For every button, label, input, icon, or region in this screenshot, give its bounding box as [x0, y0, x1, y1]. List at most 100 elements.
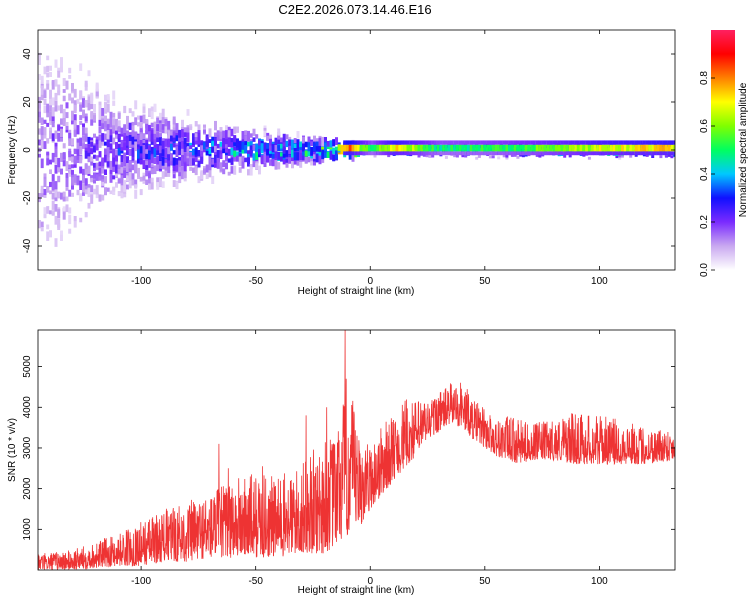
heatmap-cell — [150, 146, 154, 154]
heatmap-cell — [73, 220, 77, 228]
heatmap-cell — [222, 139, 226, 149]
heatmap-cell — [439, 140, 443, 145]
heatmap-cell — [153, 157, 157, 164]
heatmap-cell — [450, 144, 454, 152]
heatmap-cell — [552, 151, 556, 156]
heatmap-cell — [153, 121, 157, 130]
heatmap-cell — [175, 158, 179, 165]
heatmap-cell — [95, 91, 99, 97]
heatmap-cell — [131, 125, 135, 131]
heatmap-cell — [161, 156, 165, 166]
heatmap-cell — [82, 142, 85, 149]
heatmap-cell — [310, 157, 314, 166]
heatmap-cell — [68, 172, 72, 177]
heatmap-cell — [598, 140, 602, 145]
heatmap-cell — [214, 159, 217, 168]
heatmap-cell — [98, 194, 102, 202]
heatmap-cell — [54, 100, 58, 109]
heatmap-cell — [156, 144, 160, 152]
heatmap-cell — [521, 151, 525, 156]
heatmap-cell — [453, 151, 457, 156]
heatmap-cell — [288, 157, 292, 164]
heatmap-cell — [87, 165, 91, 174]
heatmap-cell — [291, 159, 294, 169]
heatmap-cell — [148, 124, 151, 132]
heatmap-cell — [524, 144, 528, 152]
heatmap-cell — [79, 63, 83, 71]
heatmap-cell — [148, 159, 151, 168]
heatmap-cell — [71, 174, 74, 180]
heatmap-cell — [76, 157, 80, 163]
heatmap-cell — [541, 144, 545, 152]
heatmap-cell — [175, 164, 179, 172]
snr-x-tick-label: 100 — [591, 576, 608, 587]
heatmap-cell — [54, 105, 58, 112]
heatmap-cell — [90, 111, 94, 120]
heatmap-cell — [46, 122, 50, 127]
heatmap-cell — [60, 234, 63, 241]
heatmap-cell — [568, 154, 572, 158]
heatmap-cell — [252, 128, 256, 136]
heatmap-cell — [137, 144, 140, 150]
heatmap-cell — [225, 130, 228, 139]
heatmap-cell — [395, 144, 399, 152]
heatmap-cell — [153, 139, 157, 145]
heatmap-cell — [131, 178, 135, 186]
heatmap-cell — [159, 153, 162, 161]
heatmap-cell — [516, 151, 520, 156]
heatmap-cell — [291, 149, 294, 158]
heatmap-cell — [554, 144, 558, 152]
heatmap-cell — [38, 128, 41, 135]
heatmap-cell — [365, 140, 369, 145]
heatmap-cell — [126, 163, 129, 173]
heatmap-cell — [164, 172, 168, 177]
heatmap-cell — [255, 143, 259, 153]
heatmap-cell — [541, 140, 545, 145]
heatmap-cell — [282, 139, 286, 147]
heatmap-cell — [101, 133, 105, 142]
heatmap-cell — [98, 176, 102, 181]
heatmap-cell — [68, 214, 72, 225]
heatmap-cell — [137, 155, 140, 164]
heatmap-cell — [266, 143, 270, 150]
heatmap-cell — [76, 98, 80, 104]
heatmap-cell — [373, 140, 377, 145]
heatmap-cell — [79, 104, 83, 112]
heatmap-cell — [90, 137, 94, 142]
heatmap-cell — [618, 151, 622, 156]
heatmap-cell — [612, 140, 616, 145]
heatmap-cell — [587, 151, 591, 156]
heatmap-cell — [115, 130, 118, 135]
heatmap-cell — [236, 155, 239, 162]
heatmap-cell — [128, 108, 132, 114]
heatmap-cell — [238, 167, 242, 173]
heatmap-cell — [76, 147, 80, 156]
heatmap-cell — [159, 177, 162, 187]
heatmap-cell — [62, 159, 66, 167]
heatmap-cell — [112, 187, 116, 192]
heatmap-cell — [673, 144, 675, 152]
heatmap-cell — [379, 144, 382, 152]
heatmap-cell — [79, 137, 83, 147]
heatmap-cell — [461, 154, 465, 158]
heatmap-cell — [357, 140, 360, 145]
heatmap-cell — [455, 154, 459, 158]
heatmap-cell — [192, 133, 195, 140]
heatmap-cell — [153, 165, 157, 174]
heatmap-cell — [142, 114, 146, 124]
heatmap-cell — [172, 116, 176, 125]
heatmap-cell — [203, 124, 206, 130]
heatmap-cell — [560, 140, 564, 145]
heatmap-cell — [106, 187, 110, 192]
heatmap-cell — [205, 150, 209, 156]
heatmap-cell — [54, 181, 58, 191]
heatmap-cell — [642, 140, 646, 145]
heatmap-cell — [357, 151, 360, 156]
heatmap-cell — [148, 108, 151, 116]
heatmap-cell — [422, 140, 426, 145]
heatmap-cell — [216, 158, 220, 168]
heatmap-cell — [161, 181, 165, 188]
heatmap-cell — [51, 97, 55, 106]
heatmap-cell — [387, 151, 391, 156]
heatmap-cell — [57, 105, 61, 111]
